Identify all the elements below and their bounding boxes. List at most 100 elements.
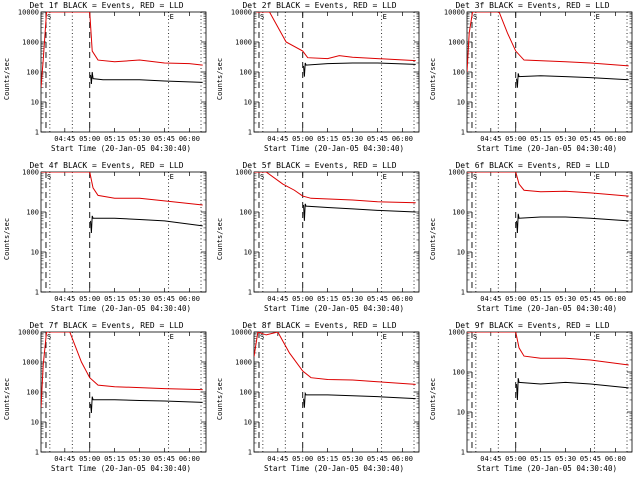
plot-frame (40, 171, 207, 293)
detector-panel: 1 10 100 1000 10000 04:45 05:00 05:15 05:30 05:45… (0, 320, 213, 480)
series-line-events (467, 12, 629, 73)
y-tick-label: 1 (35, 129, 39, 137)
x-tick-label: 06:00 (605, 295, 626, 303)
series-line-events (256, 12, 416, 62)
time-marker-label: E (383, 333, 387, 341)
x-tick-label: 05:30 (129, 135, 150, 143)
plot-frame (466, 331, 633, 453)
time-marker-label: S (260, 13, 264, 21)
panel-plot-svg: 1 10 100 1000 10000 04:45 05:00 05:15 05:30 05:45… (231, 9, 420, 143)
detector-panel: 1 10 100 1000 04:45 05:00 05:15 05:30 05:45 06:00… (0, 160, 213, 320)
y-tick-label: 100 (26, 389, 39, 397)
y-axis-label: Counts/sec (216, 377, 224, 421)
series-line-lld (90, 215, 203, 233)
series-line-lld (516, 73, 629, 88)
y-tick-label: 100 (452, 69, 465, 77)
y-tick-label: 1 (35, 449, 39, 457)
time-marker-label: E (596, 333, 600, 341)
x-axis-label: Start Time (20-Jan-05 04:30:40) (477, 464, 617, 473)
detector-panel: 1 10 100 1000 10000 04:45 05:00 05:15 05:30 05:45… (213, 0, 426, 160)
plot-frame (253, 11, 420, 133)
time-marker-label: E (596, 173, 600, 181)
plot-frame (40, 331, 207, 453)
y-axis-label: Counts/sec (429, 57, 437, 101)
x-axis-label: Start Time (20-Jan-05 04:30:40) (264, 304, 404, 313)
y-tick-label: 10 (244, 419, 252, 427)
x-tick-label: 05:15 (530, 455, 551, 463)
y-tick-label: 10 (457, 99, 465, 107)
x-tick-label: 06:00 (605, 455, 626, 463)
x-tick-label: 05:00 (505, 455, 526, 463)
x-tick-label: 05:45 (580, 135, 601, 143)
y-axis-label: Counts/sec (3, 217, 11, 261)
x-tick-label: 04:45 (267, 455, 288, 463)
time-marker-label: S (260, 173, 264, 181)
series-line-lld (303, 62, 416, 77)
series-line-events (254, 332, 416, 385)
y-tick-label: 10000 (18, 9, 39, 17)
x-tick-label: 04:45 (480, 455, 501, 463)
y-tick-label: 1 (248, 289, 252, 297)
y-tick-label: 1 (35, 289, 39, 297)
x-tick-label: 05:00 (79, 455, 100, 463)
series-line-lld (303, 203, 416, 221)
panel-plot-svg: 1 10 100 1000 04:45 05:00 05:15 05:30 05:45 06:00… (448, 169, 633, 303)
panel-plot-svg: 1 10 100 1000 04:45 05:00 05:15 05:30 05:45 06:00… (448, 329, 633, 463)
y-tick-label: 1000 (235, 39, 252, 47)
x-tick-label: 04:45 (480, 295, 501, 303)
y-tick-label: 10 (244, 99, 252, 107)
x-tick-label: 05:45 (154, 455, 175, 463)
x-tick-label: 06:00 (179, 295, 200, 303)
x-tick-label: 05:45 (580, 295, 601, 303)
y-tick-label: 1000 (22, 359, 39, 367)
y-tick-label: 100 (452, 209, 465, 217)
y-axis-label: Counts/sec (216, 217, 224, 261)
series-line-lld (90, 71, 203, 84)
x-tick-label: 05:30 (342, 295, 363, 303)
y-tick-label: 1 (248, 449, 252, 457)
x-axis-label: Start Time (20-Jan-05 04:30:40) (477, 144, 617, 153)
series-line-events (467, 332, 629, 366)
series-line-lld (516, 213, 629, 233)
x-tick-label: 05:15 (104, 135, 125, 143)
y-tick-label: 100 (26, 209, 39, 217)
time-marker-label: E (596, 13, 600, 21)
x-tick-label: 05:00 (79, 295, 100, 303)
y-tick-label: 100 (239, 69, 252, 77)
x-tick-label: 05:30 (555, 295, 576, 303)
x-tick-label: 06:00 (179, 455, 200, 463)
y-tick-label: 1000 (235, 169, 252, 177)
x-axis-label: Start Time (20-Jan-05 04:30:40) (477, 304, 617, 313)
y-tick-label: 1000 (448, 169, 465, 177)
y-axis-label: Counts/sec (216, 57, 224, 101)
x-tick-label: 04:45 (267, 295, 288, 303)
x-tick-label: 04:45 (54, 135, 75, 143)
x-tick-label: 06:00 (605, 135, 626, 143)
panel-title: Det 7f BLACK = Events, RED = LLD (29, 321, 184, 330)
time-marker-label: E (170, 173, 174, 181)
x-tick-label: 04:45 (54, 295, 75, 303)
x-tick-label: 06:00 (392, 295, 413, 303)
y-axis-label: Counts/sec (429, 377, 437, 421)
y-tick-label: 10000 (231, 9, 252, 17)
series-line-lld (90, 396, 203, 414)
y-tick-label: 1 (461, 449, 465, 457)
time-marker-label: S (473, 333, 477, 341)
y-tick-label: 1000 (22, 39, 39, 47)
x-tick-label: 05:00 (292, 295, 313, 303)
time-marker-label: S (47, 13, 51, 21)
x-axis-label: Start Time (20-Jan-05 04:30:40) (264, 464, 404, 473)
x-tick-label: 05:45 (367, 135, 388, 143)
detector-panel: 1 10 100 1000 04:45 05:00 05:15 05:30 05:45 06:00… (426, 320, 639, 480)
plot-frame (466, 11, 633, 133)
time-marker-label: S (473, 173, 477, 181)
x-tick-label: 05:15 (317, 295, 338, 303)
y-tick-label: 1000 (235, 359, 252, 367)
y-tick-label: 10 (31, 249, 39, 257)
detector-panel: 1 10 100 1000 10000 04:45 05:00 05:15 05:30 05:45… (213, 320, 426, 480)
x-tick-label: 05:00 (505, 295, 526, 303)
x-tick-label: 05:00 (79, 135, 100, 143)
y-tick-label: 10 (31, 99, 39, 107)
x-axis-label: Start Time (20-Jan-05 04:30:40) (51, 144, 191, 153)
